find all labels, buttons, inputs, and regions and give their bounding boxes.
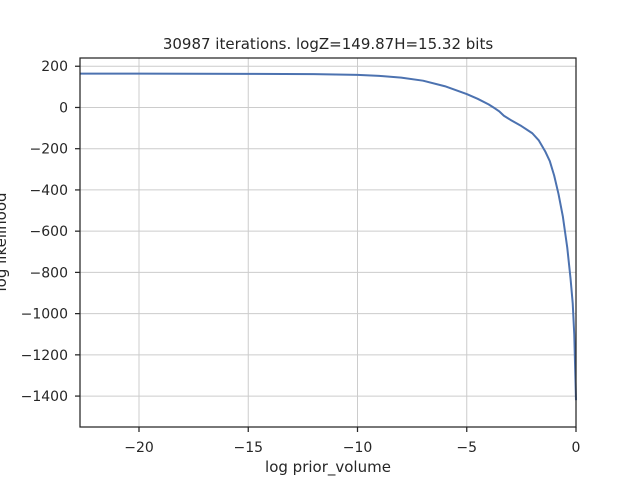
chart-title: 30987 iterations. logZ=149.87H=15.32 bit… [163, 35, 494, 53]
series-line [80, 72, 577, 401]
y-tick-label: −200 [30, 142, 68, 158]
y-tick-label: −800 [30, 265, 68, 281]
plot-frame [79, 57, 577, 428]
y-tick-label: −400 [30, 183, 68, 199]
x-tick-label: −15 [233, 440, 263, 456]
y-axis-label: log likelihood [0, 192, 10, 291]
tick-layer: −20 −15 −10 −5 0 200 0 −200 −400 −600 −800 −1000 −12… [21, 59, 581, 456]
y-tick-label: −1000 [21, 307, 68, 323]
axes-frame [79, 57, 577, 428]
y-tick-label: 0 [59, 100, 68, 116]
x-axis-label: log prior_volume [265, 458, 391, 477]
series-layer [80, 72, 577, 401]
y-tick-label: 200 [41, 59, 68, 75]
x-tick-label: −20 [124, 440, 154, 456]
y-tick-label: −600 [30, 224, 68, 240]
y-tick-label: −1400 [21, 389, 68, 405]
x-tick-label: −5 [456, 440, 477, 456]
x-tick-label: −10 [343, 440, 373, 456]
x-tick-label: 0 [572, 440, 581, 456]
y-tick-label: −1200 [21, 348, 68, 364]
